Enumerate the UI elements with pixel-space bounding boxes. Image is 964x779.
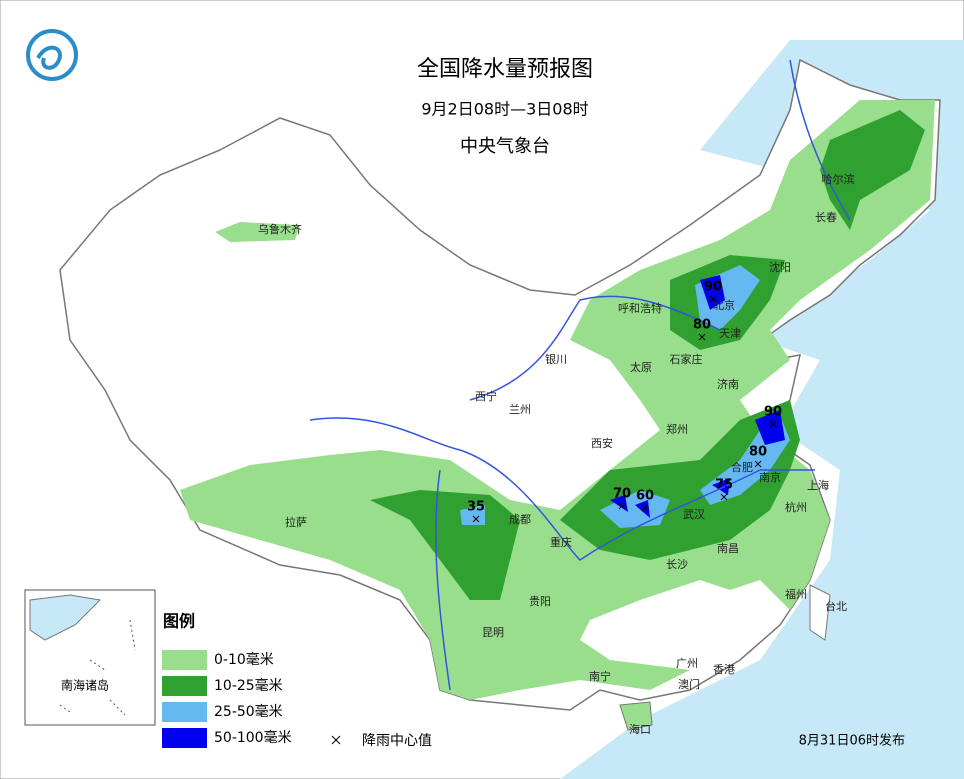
footer: 8月31日06时发布 xyxy=(799,733,905,749)
city-label: 贵阳 xyxy=(529,595,551,608)
inset-label: 南海诸岛 xyxy=(61,678,109,693)
title: 全国降水量预报图 xyxy=(417,57,593,82)
city-label: 天津 xyxy=(719,327,741,340)
rain-center-value: 75 xyxy=(715,478,733,493)
city-label: 呼和浩特 xyxy=(618,301,662,315)
rain-center-marker xyxy=(641,504,649,512)
city-label: 沈阳 xyxy=(769,260,791,274)
legend-swatch xyxy=(162,676,207,696)
city-label: 台北 xyxy=(825,599,847,613)
legend-swatch xyxy=(162,702,207,722)
city-label: 重庆 xyxy=(550,535,572,549)
city-label: 杭州 xyxy=(785,500,807,514)
rain-center-value: 80 xyxy=(749,445,767,460)
rain-center-marker xyxy=(472,515,480,523)
legend-swatch xyxy=(162,650,207,670)
city-label: 太原 xyxy=(630,361,652,374)
city-label: 西宁 xyxy=(475,389,497,403)
legend: 0-10毫米 10-25毫米 25-50毫米 50-100毫米 xyxy=(162,650,292,748)
rain-center-value: 70 xyxy=(613,487,631,502)
city-label: 武汉 xyxy=(683,508,705,521)
city-label: 南宁 xyxy=(589,669,611,683)
city-label: 南昌 xyxy=(717,542,739,555)
city-label: 合肥 xyxy=(731,460,753,474)
city-label: 长沙 xyxy=(666,558,688,571)
logo xyxy=(26,29,78,81)
city-label: 南京 xyxy=(759,470,781,484)
rain-center-marker xyxy=(720,493,728,501)
rain-center-value: 90 xyxy=(704,280,722,295)
rain-center-value: 35 xyxy=(467,500,485,515)
city-label: 上海 xyxy=(807,478,829,492)
city-label: 郑州 xyxy=(666,422,688,436)
rain-center-marker xyxy=(754,460,762,468)
period: 9月2日08时—3日08时 xyxy=(421,100,588,119)
center-marker-symbol xyxy=(331,735,341,745)
river xyxy=(309,59,851,691)
sea xyxy=(560,40,964,779)
city-label: 福州 xyxy=(785,587,807,601)
legend-label: 25-50毫米 xyxy=(214,703,283,720)
rain-0-10 xyxy=(215,222,300,242)
city-label: 拉萨 xyxy=(285,515,307,529)
city-label: 澳门 xyxy=(678,677,700,691)
city-label: 济南 xyxy=(717,377,739,391)
rain-center-value: 60 xyxy=(636,489,654,504)
city-label: 昆明 xyxy=(482,626,504,639)
rain-center-marker xyxy=(769,420,777,428)
city-label: 银川 xyxy=(545,352,567,366)
city-label: 长春 xyxy=(815,211,837,224)
legend-swatch xyxy=(162,728,207,748)
rain-25-50 xyxy=(460,415,790,528)
rain-center-marker xyxy=(698,333,706,341)
rain-0-10 xyxy=(180,100,935,700)
rain-center-value: 80 xyxy=(693,318,711,333)
rain-center-marker xyxy=(709,295,717,303)
city-label: 石家庄 xyxy=(670,352,703,366)
city-label: 香港 xyxy=(713,663,735,676)
rain-center-marker xyxy=(618,502,626,510)
city-label: 海口 xyxy=(629,722,651,736)
city-label: 乌鲁木齐 xyxy=(258,222,302,236)
center-marker-label: 降雨中心值 xyxy=(362,733,432,749)
legend-title: 图例 xyxy=(163,612,195,631)
hainan xyxy=(619,701,653,731)
issuer: 中央气象台 xyxy=(460,136,550,157)
inset-dots xyxy=(59,619,136,716)
logo-mark xyxy=(36,45,62,70)
rain-centers: 90 80 90 80 75 70 60 35 xyxy=(467,280,782,523)
inset-sea xyxy=(29,594,102,641)
rain-10-25 xyxy=(820,110,925,230)
rain-center-value: 90 xyxy=(764,405,782,420)
city-label: 广州 xyxy=(676,657,698,670)
city-label: 西安 xyxy=(591,436,613,450)
taiwan xyxy=(809,584,831,641)
legend-label: 50-100毫米 xyxy=(214,729,292,746)
city-label: 北京 xyxy=(713,298,735,312)
legend-label: 10-25毫米 xyxy=(214,677,283,694)
city-label: 哈尔滨 xyxy=(822,172,855,186)
city-label: 成都 xyxy=(509,513,531,526)
city-label: 兰州 xyxy=(509,403,531,416)
legend-label: 0-10毫米 xyxy=(214,651,274,668)
